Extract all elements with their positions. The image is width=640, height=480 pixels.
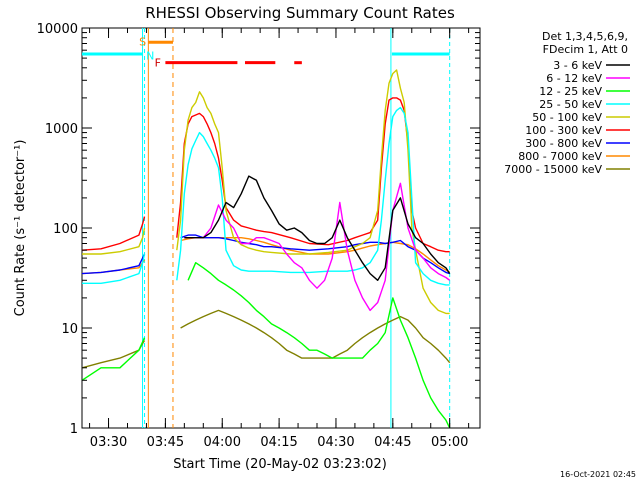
x-tick-label: 04:15 (260, 435, 297, 450)
x-tick-label: 04:45 (374, 435, 411, 450)
series-line-2 (82, 262, 451, 428)
x-tick-label: 04:00 (204, 435, 241, 450)
x-axis: 03:30 03:45 04:00 04:15 04:30 04:45 05:00 (89, 28, 470, 450)
legend-label: 3 - 6 keV (553, 59, 602, 72)
flag-label-n: N (146, 50, 154, 63)
series-line-3 (82, 106, 450, 286)
x-tick-label: 04:30 (317, 435, 354, 450)
y-tick-label: 10000 (37, 22, 78, 37)
legend: Det 1,3,4,5,6,9,FDecim 1, Att 0 3 - 6 keV… (504, 30, 630, 176)
plot-area: SNF (81, 27, 481, 429)
legend-label: 100 - 300 keV (525, 124, 602, 137)
x-axis-label: Start Time (20-May-02 03:23:02) (173, 457, 387, 472)
legend-label: 800 - 7000 keV (518, 150, 602, 163)
y-tick-label: 100 (53, 222, 78, 237)
series-line-5 (82, 97, 450, 253)
chart-title: RHESSI Observing Summary Count Rates (145, 4, 455, 22)
legend-label: 50 - 100 keV (532, 111, 602, 124)
series-line-0 (184, 175, 451, 281)
series-line-7 (82, 237, 451, 275)
x-tick-label: 03:30 (90, 435, 127, 450)
legend-label: 12 - 25 keV (539, 85, 602, 98)
y-tick-label: 1 (70, 422, 78, 437)
legend-label: 7000 - 15000 keV (504, 163, 602, 176)
series-line-4 (82, 69, 450, 315)
y-tick-label: 1000 (45, 122, 78, 137)
series-line-1 (184, 182, 451, 312)
x-tick-label: 03:45 (147, 435, 184, 450)
flag-label-f: F (155, 57, 161, 70)
series-line-8 (82, 309, 451, 369)
legend-label: 300 - 800 keV (525, 137, 602, 150)
footer-timestamp: 16-Oct-2021 02:45 (560, 470, 636, 479)
legend-header: FDecim 1, Att 0 (543, 43, 628, 56)
y-axis-label: Count Rate (s⁻¹ detector⁻¹) (13, 140, 28, 317)
y-axis: 1 10 100 1000 10000 (37, 22, 480, 437)
legend-label: 6 - 12 keV (546, 72, 602, 85)
legend-header: Det 1,3,4,5,6,9, (542, 30, 628, 43)
y-tick-label: 10 (61, 322, 78, 337)
x-tick-label: 05:00 (431, 435, 468, 450)
series-group: SNF (82, 28, 451, 428)
flag-label-s: S (139, 36, 146, 49)
legend-label: 25 - 50 keV (539, 98, 602, 111)
